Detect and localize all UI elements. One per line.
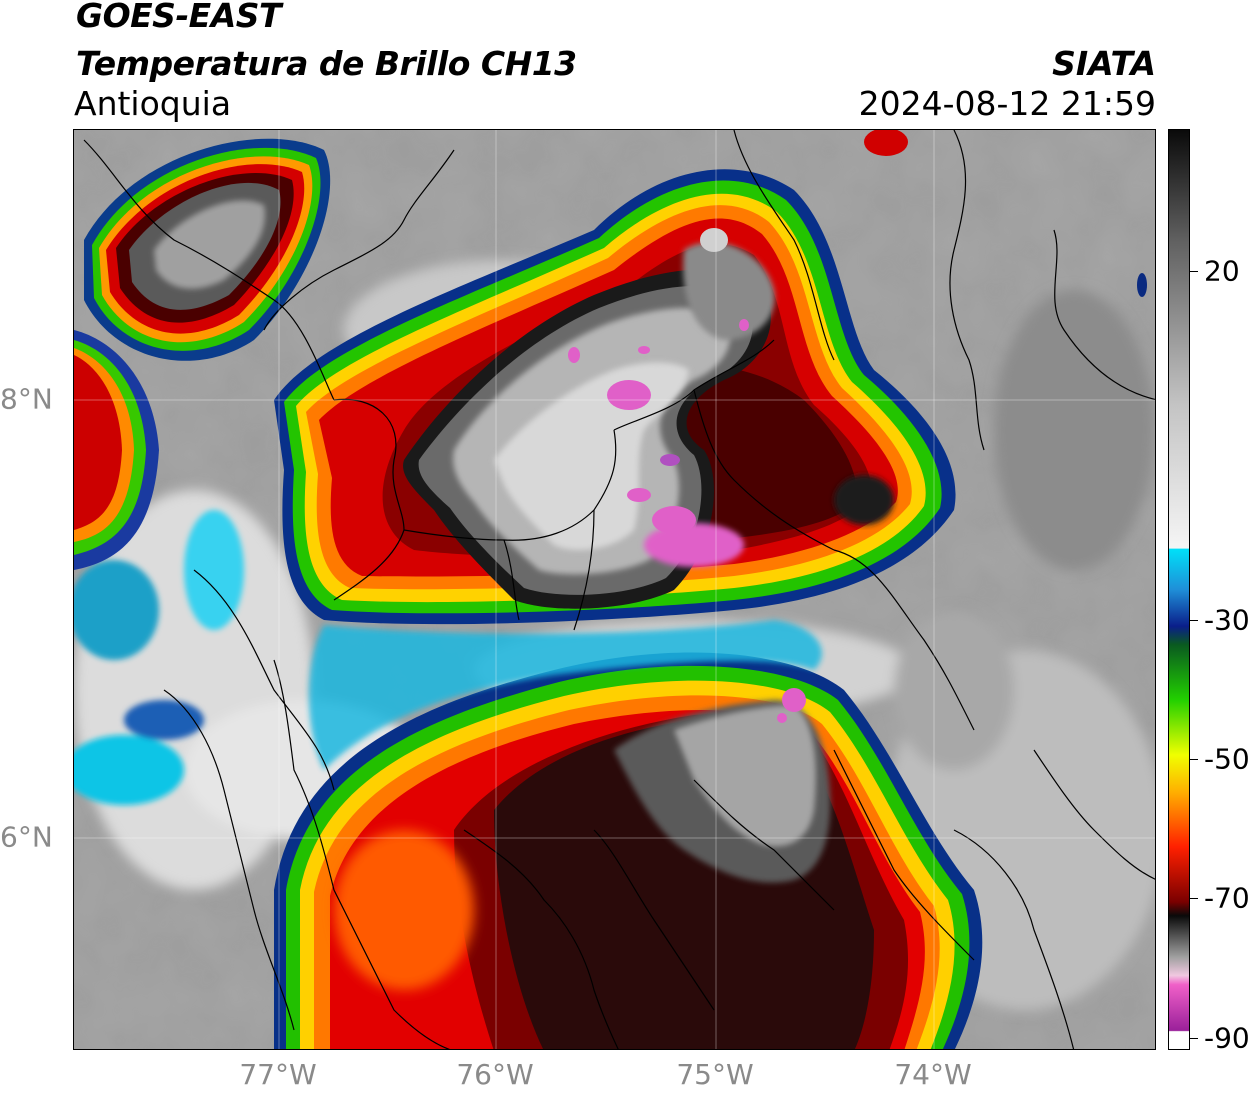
- timestamp: 2024-08-12 21:59: [858, 84, 1156, 123]
- colorbar-label-minus50: -50: [1204, 742, 1250, 776]
- colorbar-tick-20: [1190, 271, 1198, 272]
- cold-patches-west: [74, 510, 244, 805]
- cold-spot-east: [1137, 273, 1147, 297]
- title-product: Temperatura de Brillo CH13: [76, 44, 577, 83]
- storm-spot-northeast: [864, 130, 908, 156]
- cold-band-middle: [309, 620, 822, 770]
- colorbar-tick-minus30: [1190, 620, 1198, 621]
- storm-south: [274, 652, 983, 1049]
- colorbar-tick-minus70: [1190, 898, 1198, 899]
- title-satellite: GOES-EAST: [76, 0, 282, 35]
- colorbar-tick-minus90: [1190, 1038, 1198, 1039]
- satellite-map[interactable]: [73, 129, 1156, 1050]
- title-region: Antioquia: [74, 84, 232, 123]
- y-tick-6n: 6°N: [0, 820, 53, 854]
- storm-central: [274, 169, 956, 625]
- colorbar: [1168, 129, 1190, 1050]
- colorbar-label-20: 20: [1204, 254, 1240, 288]
- x-tick-77w: 77°W: [239, 1058, 317, 1091]
- x-tick-75w: 75°W: [676, 1058, 754, 1091]
- storm-west-edge: [74, 330, 159, 570]
- colorbar-gradient: [1169, 130, 1189, 1049]
- x-tick-74w: 74°W: [894, 1058, 972, 1091]
- graticule: [74, 130, 1155, 1049]
- colorbar-label-minus70: -70: [1204, 881, 1250, 915]
- map-image: [74, 130, 1155, 1049]
- political-borders: [83, 130, 1155, 1049]
- colorbar-label-minus30: -30: [1204, 603, 1250, 637]
- colorbar-tick-minus50: [1190, 759, 1198, 760]
- title-institution: SIATA: [1052, 44, 1156, 83]
- x-tick-76w: 76°W: [456, 1058, 534, 1091]
- storm-northwest: [84, 138, 331, 361]
- y-tick-8n: 8°N: [0, 382, 53, 416]
- colorbar-label-minus90: -90: [1204, 1021, 1250, 1055]
